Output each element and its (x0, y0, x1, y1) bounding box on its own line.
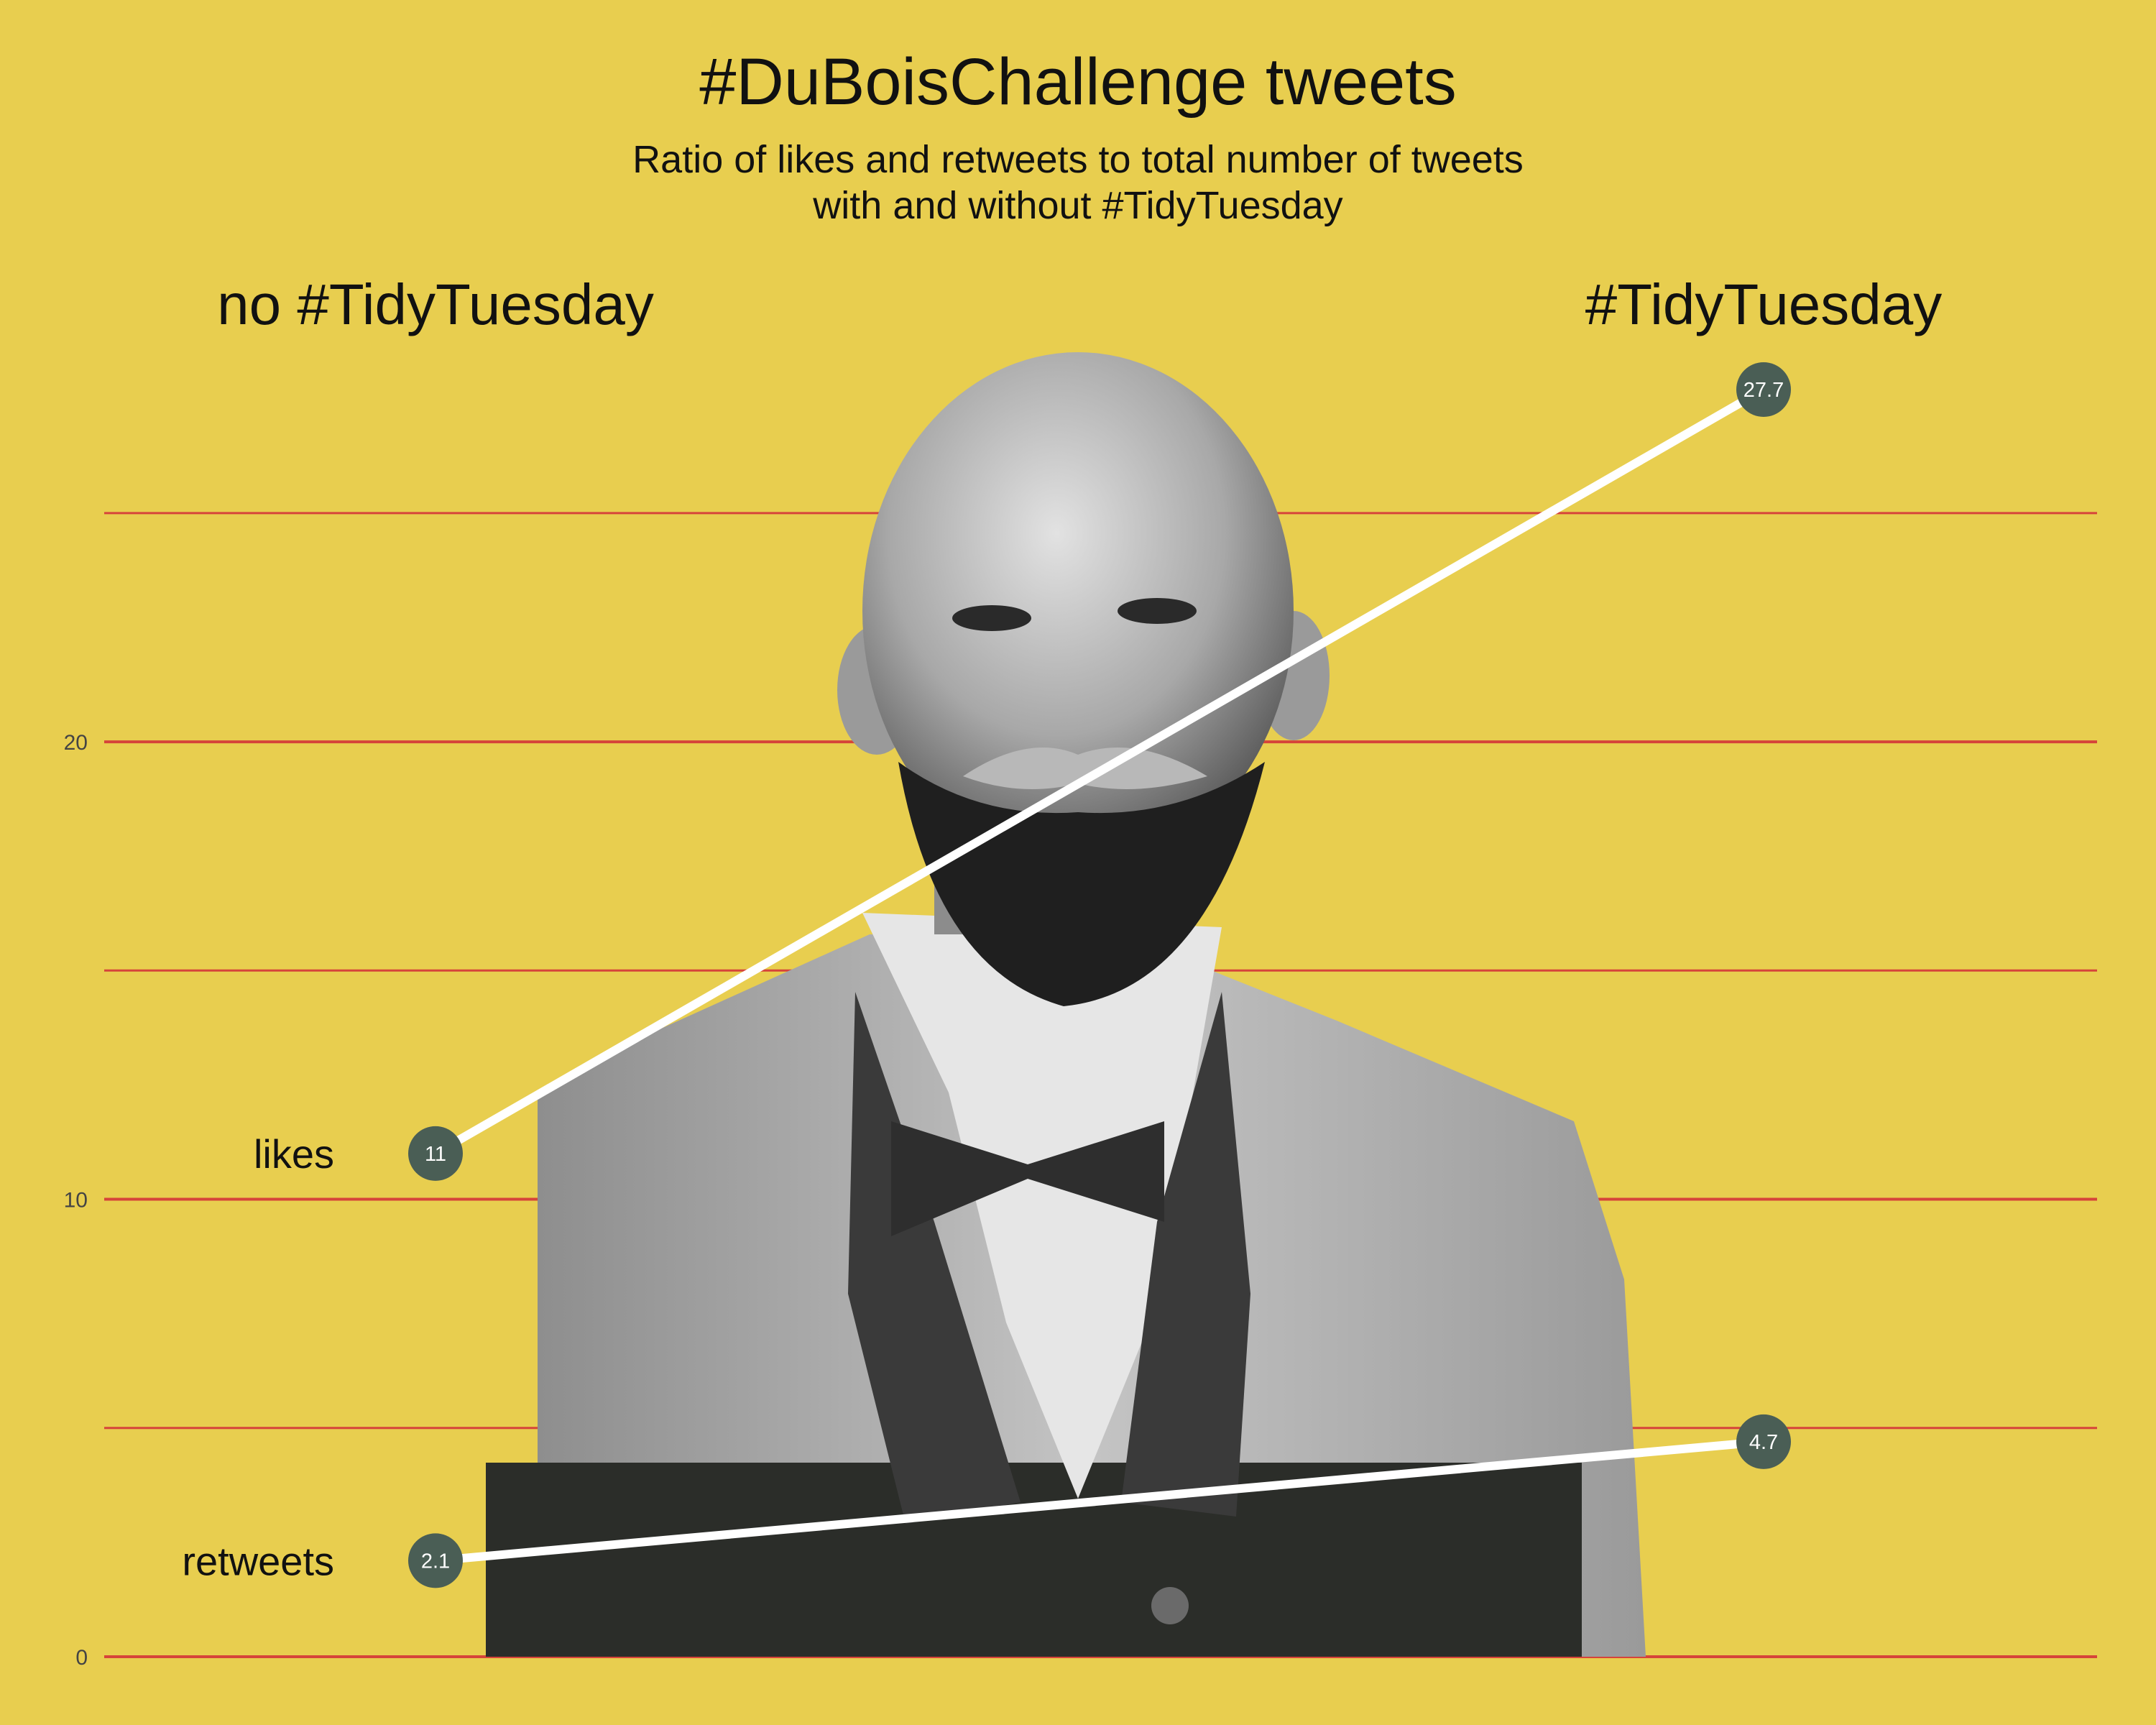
subtitle-line-2: with and without #TidyTuesday (813, 184, 1343, 227)
y-tick-label: 10 (64, 1189, 88, 1213)
data-label-retweets: 4.7 (1749, 1431, 1778, 1454)
portrait-illustration (486, 352, 1646, 1657)
data-point-likes (408, 1126, 463, 1181)
series-line-likes (431, 385, 1768, 1158)
portrait-coat-button (1151, 1587, 1189, 1624)
portrait-bowtie (891, 1121, 1164, 1236)
portrait-dark-lower (486, 1463, 1582, 1657)
chart-subtitle: Ratio of likes and retweets to total num… (0, 137, 2156, 229)
portrait-head (862, 352, 1294, 870)
series-label-likes: likes (254, 1131, 334, 1177)
series-line-retweets (431, 1437, 1768, 1565)
subtitle-line-1: Ratio of likes and retweets to total num… (632, 138, 1524, 181)
data-label-likes: 27.7 (1743, 379, 1784, 402)
portrait-vest-right (1121, 992, 1250, 1517)
y-axis-ticks: 0 10 20 (64, 731, 88, 1670)
portrait-mustache (963, 748, 1207, 789)
portrait-eye-right (1118, 598, 1197, 624)
series-labels: likes retweets (182, 1131, 334, 1583)
data-label-retweets: 2.1 (421, 1550, 450, 1573)
portrait-shirt (862, 913, 1222, 1499)
data-point-retweets (408, 1533, 463, 1588)
y-tick-label: 20 (64, 731, 88, 755)
portrait-eye-left (952, 605, 1031, 631)
category-label-no-tidytuesday: no #TidyTuesday (217, 272, 654, 336)
series-lines (431, 385, 1768, 1565)
data-label-likes: 11 (425, 1143, 446, 1166)
data-point-likes (1736, 362, 1791, 417)
y-tick-label: 0 (75, 1646, 88, 1670)
data-point-retweets (1736, 1414, 1791, 1469)
portrait-beard (898, 762, 1265, 1006)
chart-title: #DuBoisChallenge tweets (699, 45, 1457, 119)
series-label-retweets: retweets (182, 1538, 334, 1583)
category-label-tidytuesday: #TidyTuesday (1585, 272, 1943, 336)
series-points: 11 27.7 2.1 4.7 (408, 362, 1791, 1588)
